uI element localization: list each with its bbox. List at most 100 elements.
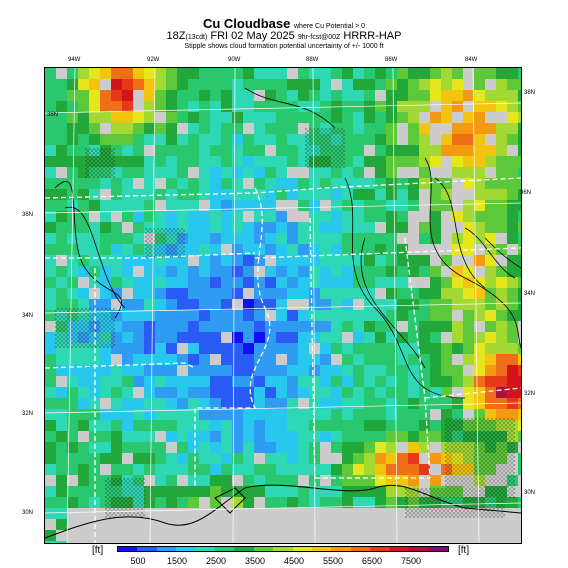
heatmap-cell xyxy=(331,310,342,321)
heatmap-cell xyxy=(507,321,518,332)
heatmap-cell xyxy=(122,145,133,156)
heatmap-cell xyxy=(243,321,254,332)
heatmap-cell xyxy=(474,156,485,167)
heatmap-cell xyxy=(254,398,265,409)
heatmap-cell xyxy=(111,321,122,332)
heatmap-cell xyxy=(518,365,521,376)
heatmap-cell xyxy=(89,453,100,464)
heatmap-cell xyxy=(474,299,485,310)
heatmap-cell xyxy=(408,442,419,453)
heatmap-cell xyxy=(254,321,265,332)
heatmap-cell xyxy=(155,486,166,497)
heatmap-cell xyxy=(155,288,166,299)
heatmap-cell xyxy=(243,310,254,321)
heatmap-cell xyxy=(430,475,441,486)
heatmap-cell xyxy=(56,409,67,420)
heatmap-cell xyxy=(122,442,133,453)
heatmap-cell xyxy=(386,167,397,178)
heatmap-cell xyxy=(111,288,122,299)
contour-line xyxy=(344,177,466,399)
heatmap-cell xyxy=(386,255,397,266)
colorbar-swatch xyxy=(156,547,177,551)
heatmap-cell xyxy=(408,321,419,332)
heatmap-cell xyxy=(45,365,56,376)
heatmap-cell xyxy=(78,134,89,145)
heatmap-cell xyxy=(298,332,309,343)
heatmap-cell xyxy=(243,420,254,431)
heatmap-cell xyxy=(474,90,485,101)
heatmap-cell xyxy=(133,200,144,211)
heatmap-cell xyxy=(298,68,309,79)
heatmap-cell xyxy=(232,68,243,79)
heatmap-cell xyxy=(166,156,177,167)
heatmap-cell xyxy=(243,200,254,211)
heatmap-cell xyxy=(133,123,144,134)
heatmap-cell xyxy=(144,222,155,233)
heatmap-cell xyxy=(254,255,265,266)
heatmap-cell xyxy=(155,453,166,464)
heatmap-cell xyxy=(155,222,166,233)
heatmap-cell xyxy=(144,464,155,475)
heatmap-cell xyxy=(155,123,166,134)
heatmap-cell xyxy=(463,354,474,365)
heatmap-cell xyxy=(177,288,188,299)
heatmap-cell xyxy=(309,178,320,189)
heatmap-cell xyxy=(188,365,199,376)
heatmap-cell xyxy=(265,453,276,464)
heatmap-cell xyxy=(463,90,474,101)
heatmap-cell xyxy=(254,475,265,486)
heatmap-cell xyxy=(122,299,133,310)
heatmap-cell xyxy=(375,68,386,79)
heatmap-cell xyxy=(144,343,155,354)
heatmap-cell xyxy=(276,332,287,343)
heatmap-cell xyxy=(276,255,287,266)
heatmap-cell xyxy=(78,442,89,453)
heatmap-cell xyxy=(67,233,78,244)
heatmap-cell xyxy=(463,266,474,277)
heatmap-cell xyxy=(331,266,342,277)
heatmap-cell xyxy=(507,134,518,145)
heatmap-cell xyxy=(232,112,243,123)
heatmap-cell xyxy=(78,244,89,255)
heatmap-cell xyxy=(221,365,232,376)
heatmap-cell xyxy=(364,332,375,343)
heatmap-cell xyxy=(364,431,375,442)
heatmap-cell xyxy=(56,541,67,543)
heatmap-cell xyxy=(221,288,232,299)
heatmap-cell xyxy=(243,68,254,79)
heatmap-cell xyxy=(265,332,276,343)
heatmap-cell xyxy=(276,167,287,178)
date-tz: (13cdt) xyxy=(185,34,208,41)
heatmap-cell xyxy=(430,189,441,200)
heatmap-cell xyxy=(210,255,221,266)
heatmap-cell xyxy=(518,90,521,101)
heatmap-cell xyxy=(287,464,298,475)
heatmap-cell xyxy=(320,332,331,343)
heatmap-cell xyxy=(386,431,397,442)
heatmap-cell xyxy=(56,387,67,398)
heatmap-cell xyxy=(265,354,276,365)
heatmap-cell xyxy=(265,244,276,255)
heatmap-cell xyxy=(221,255,232,266)
heatmap-cell xyxy=(122,365,133,376)
grid-line xyxy=(232,68,236,543)
heatmap-cell xyxy=(287,266,298,277)
heatmap-cell xyxy=(397,398,408,409)
heatmap-cell xyxy=(144,266,155,277)
colorbar-tick: 6500 xyxy=(361,556,383,566)
heatmap-cell xyxy=(100,288,111,299)
lat-label-left: 30N xyxy=(22,510,34,516)
heatmap-cell xyxy=(507,123,518,134)
heatmap-cell xyxy=(221,409,232,420)
heatmap-cell xyxy=(298,244,309,255)
heatmap-cell xyxy=(463,387,474,398)
heatmap-cell xyxy=(243,90,254,101)
heatmap-cell xyxy=(397,387,408,398)
heatmap-cell xyxy=(441,376,452,387)
heatmap-cell xyxy=(243,387,254,398)
heatmap-cell xyxy=(221,387,232,398)
heatmap-cell xyxy=(232,453,243,464)
heatmap-cell xyxy=(144,442,155,453)
heatmap-cell xyxy=(342,156,353,167)
heatmap-cell xyxy=(210,112,221,123)
